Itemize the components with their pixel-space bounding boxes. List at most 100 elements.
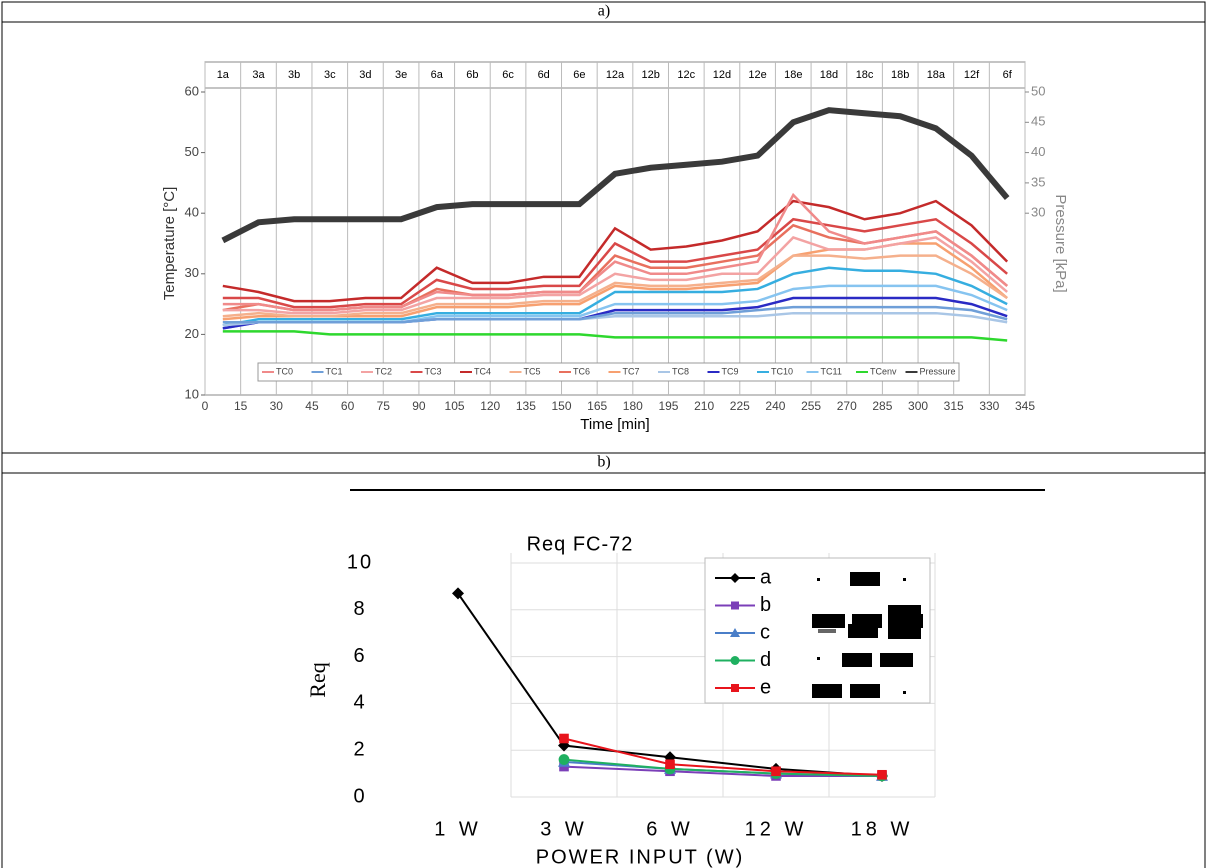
x-tick-label: 12 W — [745, 818, 808, 840]
series-line — [563, 737, 883, 776]
legend-label: TC3 — [425, 366, 442, 376]
x-tick-label: 345 — [1015, 399, 1035, 413]
stage-label: 18b — [891, 69, 909, 81]
legend-label: TC4 — [474, 366, 491, 376]
y-axis-label: Req — [305, 662, 330, 697]
series-line — [222, 192, 1008, 312]
panel-label: a) — [598, 3, 610, 20]
x-tick-label: 180 — [623, 399, 643, 413]
stage-label: 3b — [288, 69, 300, 81]
x-tick-label: 165 — [587, 399, 607, 413]
panel-label: b) — [597, 454, 610, 471]
stage-label: 6d — [538, 69, 550, 81]
x-tick-label: 135 — [516, 399, 536, 413]
legend-label: TCenv — [870, 366, 897, 376]
series-line — [222, 199, 1009, 303]
series-line — [563, 765, 882, 777]
marker — [665, 759, 675, 770]
stage-label: 6f — [1003, 69, 1013, 81]
marker — [730, 656, 740, 665]
stage-label: 12f — [964, 69, 980, 81]
stage-label: 12b — [641, 69, 659, 81]
y-tick-label: 20 — [185, 326, 199, 341]
x-tick-label: 270 — [837, 399, 857, 413]
marker — [877, 769, 887, 780]
series-line — [222, 254, 1008, 318]
legend-label: e — [760, 676, 771, 698]
x-tick-label: 45 — [305, 399, 319, 413]
x-tick-label: 60 — [341, 399, 355, 413]
y2-tick-label: 30 — [1031, 205, 1045, 220]
legend-label: TC0 — [276, 366, 293, 376]
marker — [731, 684, 739, 692]
series-line — [222, 217, 1008, 309]
series-line — [221, 107, 1010, 244]
y-tick-label: 30 — [185, 265, 199, 280]
stage-label: 3c — [324, 69, 336, 81]
x-tick-label: 1 W — [434, 818, 482, 840]
y-tick-label: 2 — [353, 738, 366, 760]
x-tick-label: 15 — [234, 399, 248, 413]
x-tick-label: 240 — [765, 399, 785, 413]
stage-label: 6b — [466, 69, 478, 81]
y-tick-label: 8 — [353, 598, 366, 620]
x-tick-label: 6 W — [646, 818, 694, 840]
stage-label: 3a — [252, 69, 265, 81]
x-tick-label: 300 — [908, 399, 928, 413]
stage-label: 6e — [573, 69, 585, 81]
stage-label: 18a — [927, 69, 946, 81]
legend-label: d — [760, 649, 771, 671]
legend-label: TC9 — [722, 366, 739, 376]
marker — [558, 754, 570, 765]
y2-tick-label: 50 — [1031, 83, 1045, 98]
x-tick-label: 30 — [270, 399, 284, 413]
series-line — [222, 266, 1008, 327]
y-tick-label: 6 — [353, 645, 366, 667]
legend-label: TC5 — [524, 366, 541, 376]
stage-label: 12c — [677, 69, 695, 81]
x-tick-label: 75 — [377, 399, 391, 413]
stage-label: 12a — [606, 69, 625, 81]
series-line — [222, 236, 1008, 315]
x-tick-label: 210 — [694, 399, 714, 413]
stage-label: 12e — [748, 69, 766, 81]
stage-label: 1a — [217, 69, 230, 81]
y-tick-label: 40 — [185, 205, 199, 220]
x-tick-label: 195 — [658, 399, 678, 413]
x-tick-label: 105 — [445, 399, 465, 413]
x-axis-label: Time [min] — [580, 416, 649, 433]
legend-label: TC1 — [326, 366, 343, 376]
y2-tick-label: 45 — [1031, 114, 1045, 129]
y2-tick-label: 35 — [1031, 174, 1045, 189]
marker — [771, 766, 781, 777]
stage-label: 6a — [431, 69, 444, 81]
stage-label: 18c — [856, 69, 874, 81]
x-tick-label: 90 — [412, 399, 426, 413]
legend-label: b — [760, 594, 771, 616]
legend-label: c — [760, 621, 770, 643]
marker — [730, 573, 740, 583]
x-tick-label: 285 — [872, 399, 892, 413]
y2-tick-label: 40 — [1031, 144, 1045, 159]
y-tick-label: 10 — [185, 386, 199, 401]
x-tick-label: 120 — [480, 399, 500, 413]
series-line — [563, 758, 883, 777]
marker — [731, 601, 739, 610]
legend-label: TC11 — [821, 366, 842, 376]
marker — [559, 733, 569, 744]
y-axis-label: Temperature [°C] — [161, 187, 178, 301]
x-tick-label: 315 — [944, 399, 964, 413]
x-tick-label: 3 W — [540, 818, 588, 840]
marker — [452, 587, 464, 600]
legend-label: TC10 — [771, 366, 793, 376]
x-tick-label: 18 W — [851, 818, 914, 840]
x-tick-label: 150 — [552, 399, 572, 413]
chart-title: Req FC-72 — [527, 533, 634, 555]
x-tick-label: 0 — [202, 399, 209, 413]
legend-label: a — [760, 566, 772, 588]
marker — [730, 628, 740, 637]
legend-label: TC7 — [623, 366, 640, 376]
stage-label: 18d — [820, 69, 838, 81]
